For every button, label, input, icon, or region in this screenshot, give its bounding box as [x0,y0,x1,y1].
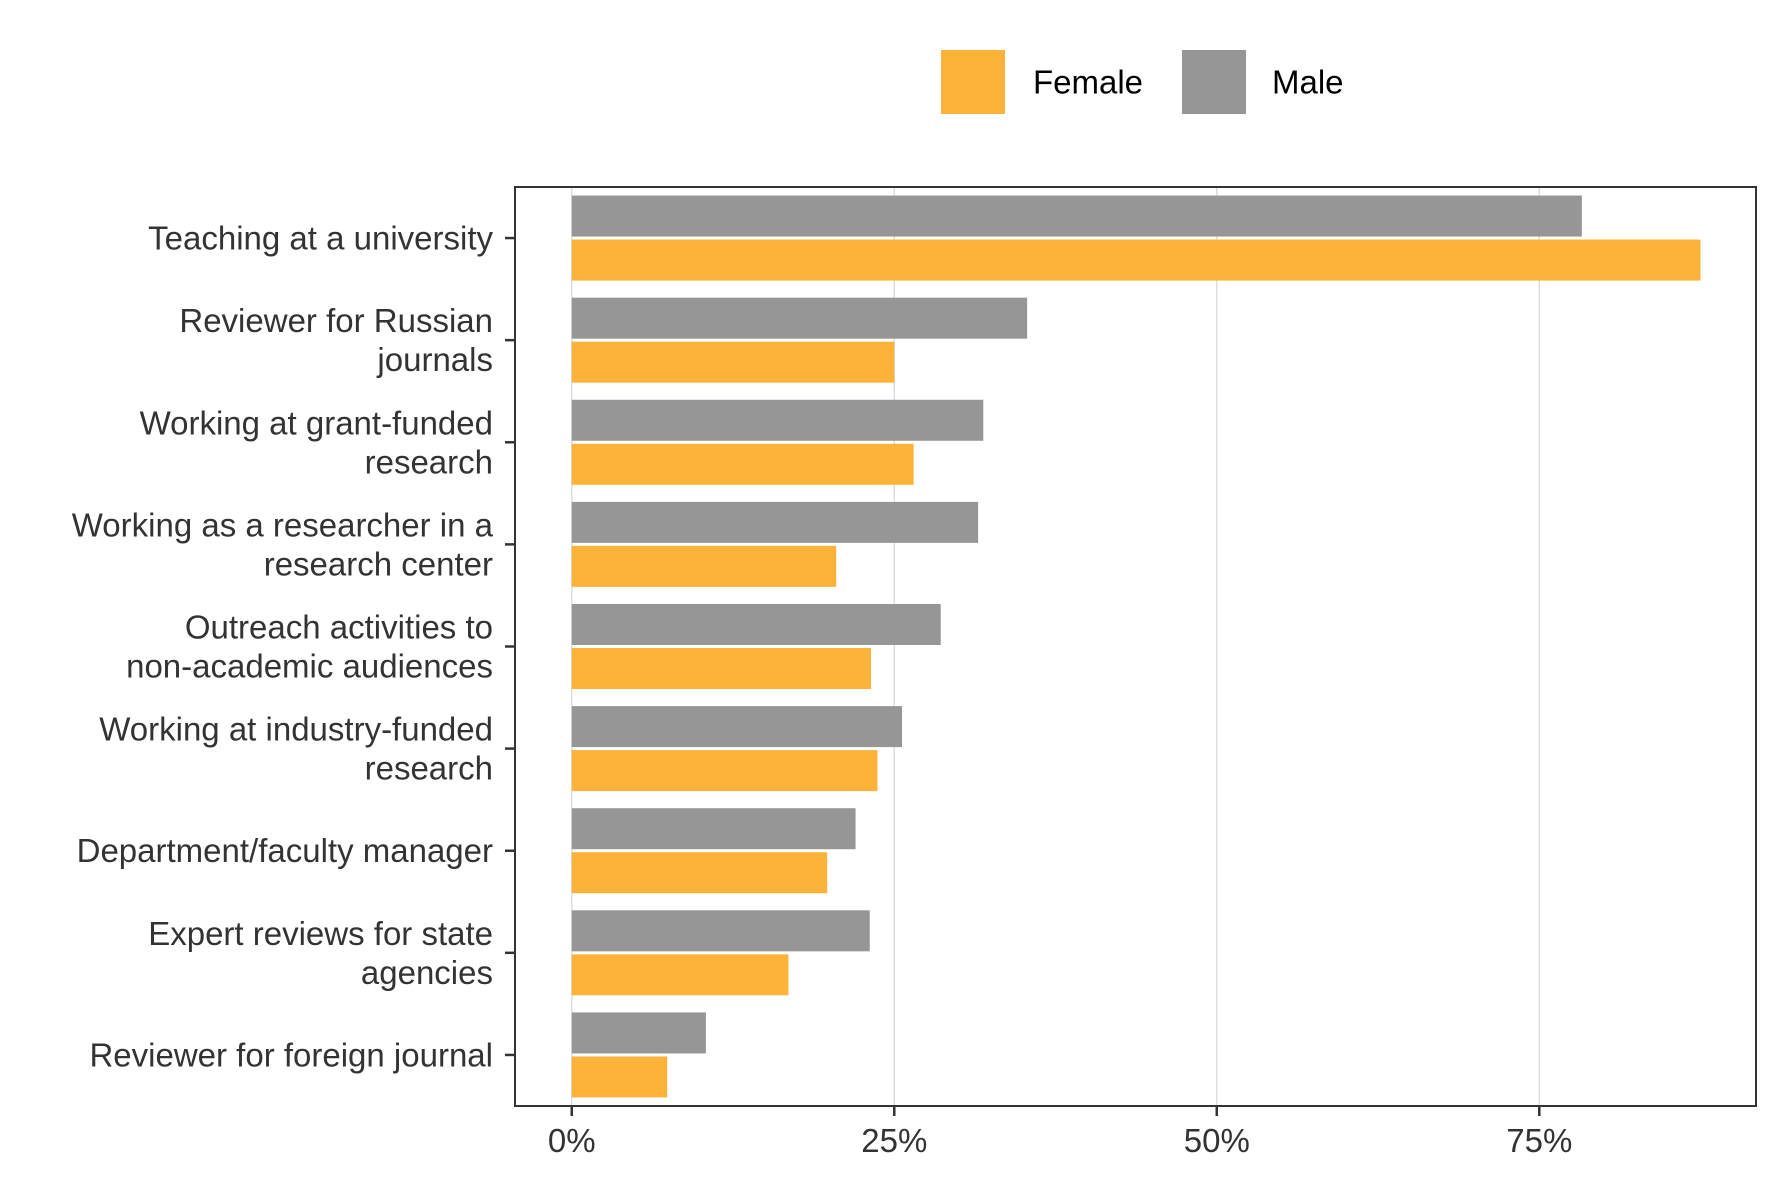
category-label-1-line-1: journals [376,341,493,378]
bar-male-0 [571,195,1582,237]
x-axis: 0% 25% 50% 75% [548,1106,1572,1159]
category-label-7-line-1: agencies [361,954,493,991]
category-label-4-line-0: Outreach activities to [185,609,493,646]
x-tick-label-1: 25% [861,1122,927,1159]
bar-male-4 [571,604,941,645]
legend: Female Male [941,50,1344,114]
bar-female-5 [571,750,878,792]
category-label-3-line-1: research center [264,545,493,582]
category-label-7-line-0: Expert reviews for state [148,915,493,952]
bar-female-7 [571,954,789,996]
bar-male-3 [571,501,979,543]
bars [571,195,1701,1098]
bar-male-7 [571,910,870,952]
category-label-2-line-0: Working at grant-funded [140,404,493,441]
category-label-0-line-0: Teaching at a university [148,220,493,257]
bar-female-3 [571,545,837,587]
y-axis: Teaching at a university Reviewer for Rus… [72,220,515,1073]
x-tick-label-0: 0% [548,1122,596,1159]
bar-male-6 [571,808,856,850]
bar-female-0 [571,239,1701,281]
category-label-6-line-0: Department/faculty manager [77,832,493,869]
bar-male-1 [571,297,1028,339]
category-label-2-line-1: research [365,443,493,480]
bar-male-2 [571,399,984,441]
legend-key-male [1182,50,1246,114]
bar-female-4 [571,648,872,689]
category-label-5-line-0: Working at industry-funded [99,711,493,748]
category-label-4-line-1: non-academic audiences [126,648,493,685]
bar-male-5 [571,706,903,748]
category-label-3-line-0: Working as a researcher in a [72,506,494,543]
x-tick-label-2: 50% [1184,1122,1250,1159]
legend-label-female: Female [1033,64,1143,101]
x-tick-label-3: 75% [1506,1122,1572,1159]
bar-female-8 [571,1056,668,1098]
legend-key-female [941,50,1005,114]
category-label-8-line-0: Reviewer for foreign journal [89,1036,493,1073]
category-label-5-line-1: research [365,750,493,787]
bar-female-6 [571,852,828,894]
bar-female-2 [571,443,914,485]
bar-male-8 [571,1012,706,1054]
category-label-1-line-0: Reviewer for Russian [179,302,493,339]
gridlines [571,187,1540,1106]
legend-label-male: Male [1272,64,1344,101]
bar-female-1 [571,341,895,383]
